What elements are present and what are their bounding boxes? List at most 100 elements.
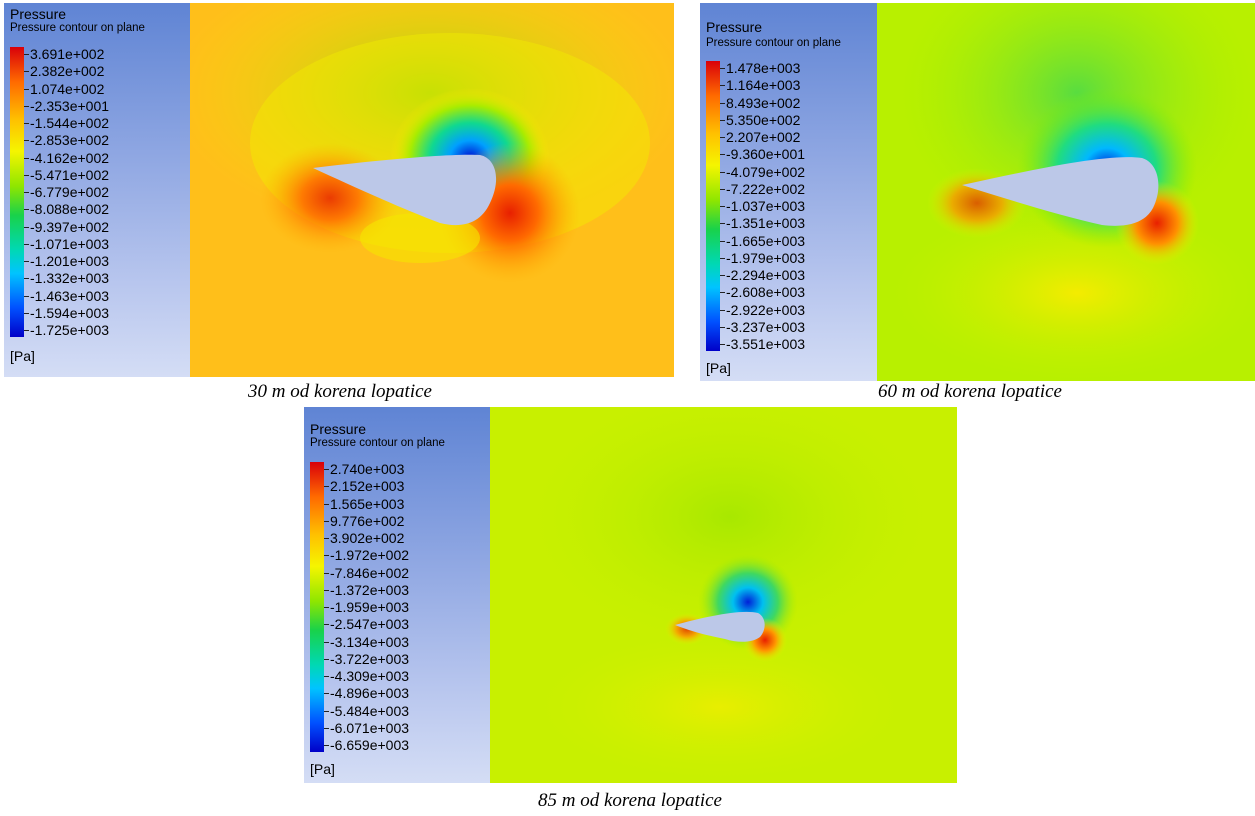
legend-tick	[24, 244, 29, 245]
legend-label: 9.776e+002	[330, 513, 405, 529]
contour-figure-30m: Pressure Pressure contour on plane 3.691…	[4, 3, 674, 377]
legend-unit: [Pa]	[310, 761, 335, 777]
legend-title: Pressure	[706, 19, 763, 35]
legend-label: -1.665e+003	[726, 233, 806, 249]
legend-label: -9.360e+001	[726, 146, 806, 162]
legend-label: -5.484e+003	[330, 703, 410, 719]
legend-tick	[720, 120, 725, 121]
legend-label: -3.722e+003	[330, 651, 410, 667]
airfoil	[675, 611, 765, 642]
legend-tick	[720, 172, 725, 173]
legend-label: 1.164e+003	[726, 77, 801, 93]
contour-figure-85m: Pressure Pressure contour on plane 2.740…	[304, 407, 957, 783]
legend-label: -2.294e+003	[726, 267, 806, 283]
color-scale-bar	[310, 462, 324, 752]
legend-label: -4.162e+002	[30, 150, 110, 166]
color-scale-bar	[10, 47, 24, 337]
legend-title: Pressure	[310, 421, 367, 437]
legend-tick	[24, 296, 29, 297]
legend-label: 1.565e+003	[330, 496, 405, 512]
legend-label: -1.972e+002	[330, 547, 410, 563]
legend-subtitle: Pressure contour on plane	[310, 437, 445, 449]
legend-tick	[720, 137, 725, 138]
legend-label: -2.353e+001	[30, 98, 110, 114]
legend-tick	[324, 521, 329, 522]
legend-tick	[324, 590, 329, 591]
legend-label: -1.979e+003	[726, 250, 806, 266]
legend-panel: Pressure Pressure contour on plane 2.740…	[304, 407, 490, 783]
color-scale-bar	[706, 61, 720, 351]
legend-label: -1.544e+002	[30, 115, 110, 131]
legend-tick	[324, 538, 329, 539]
legend-tick	[720, 154, 725, 155]
legend-label: -1.594e+003	[30, 305, 110, 321]
contour-plot	[490, 407, 957, 783]
legend-label: -1.071e+003	[30, 236, 110, 252]
legend-tick	[24, 175, 29, 176]
airfoil	[313, 154, 497, 226]
legend-tick	[24, 209, 29, 210]
contour-figure-60m: Pressure Pressure contour on plane 1.478…	[700, 3, 1255, 381]
legend-tick	[720, 258, 725, 259]
caption-85m: 85 m od korena lopatice	[538, 790, 722, 811]
legend-tick	[24, 278, 29, 279]
legend-tick	[324, 469, 329, 470]
legend-label: 2.207e+002	[726, 129, 801, 145]
legend-tick	[324, 745, 329, 746]
legend-label: 1.478e+003	[726, 60, 801, 76]
legend-label: -1.725e+003	[30, 322, 110, 338]
legend-label: -4.309e+003	[330, 668, 410, 684]
legend-label: -1.463e+003	[30, 288, 110, 304]
legend-label: -4.079e+002	[726, 164, 806, 180]
legend-tick	[24, 89, 29, 90]
legend-label: -1.959e+003	[330, 599, 410, 615]
legend-tick	[324, 711, 329, 712]
contour-plot	[877, 3, 1255, 381]
legend-tick	[324, 573, 329, 574]
legend-label: -3.237e+003	[726, 319, 806, 335]
legend-tick	[24, 313, 29, 314]
legend-tick	[24, 123, 29, 124]
legend-tick	[24, 227, 29, 228]
legend-label: -6.071e+003	[330, 720, 410, 736]
legend-label: 2.740e+003	[330, 461, 405, 477]
legend-tick	[324, 693, 329, 694]
legend-tick	[720, 275, 725, 276]
legend-label: -4.896e+003	[330, 685, 410, 701]
legend-tick	[720, 189, 725, 190]
legend-tick	[24, 158, 29, 159]
legend-label: -2.922e+003	[726, 302, 806, 318]
legend-tick	[324, 504, 329, 505]
legend-label: 2.152e+003	[330, 478, 405, 494]
legend-ticks	[24, 47, 29, 337]
legend-ticks	[324, 462, 329, 752]
legend-tick	[324, 728, 329, 729]
legend-tick	[720, 327, 725, 328]
legend-tick	[720, 223, 725, 224]
legend-label: -5.471e+002	[30, 167, 110, 183]
legend-tick	[24, 71, 29, 72]
legend-tick	[24, 106, 29, 107]
caption-30m: 30 m od korena lopatice	[248, 381, 432, 402]
legend-label: 3.902e+002	[330, 530, 405, 546]
legend-label: 2.382e+002	[30, 63, 105, 79]
airfoil	[962, 157, 1159, 226]
legend-title: Pressure	[10, 6, 67, 22]
legend-tick	[720, 85, 725, 86]
legend-label: 1.074e+002	[30, 81, 105, 97]
legend-ticks	[720, 61, 725, 351]
legend-label: -3.551e+003	[726, 336, 806, 352]
legend-tick	[720, 292, 725, 293]
legend-label: -1.372e+003	[330, 582, 410, 598]
legend-tick	[24, 330, 29, 331]
legend-tick	[720, 241, 725, 242]
caption-60m: 60 m od korena lopatice	[878, 381, 1062, 402]
legend-tick	[720, 103, 725, 104]
legend-label: -6.659e+003	[330, 737, 410, 753]
legend-tick	[324, 486, 329, 487]
legend-label: 3.691e+002	[30, 46, 105, 62]
legend-label: -6.779e+002	[30, 184, 110, 200]
legend-tick	[324, 676, 329, 677]
legend-tick	[24, 140, 29, 141]
legend-label: -7.846e+002	[330, 565, 410, 581]
